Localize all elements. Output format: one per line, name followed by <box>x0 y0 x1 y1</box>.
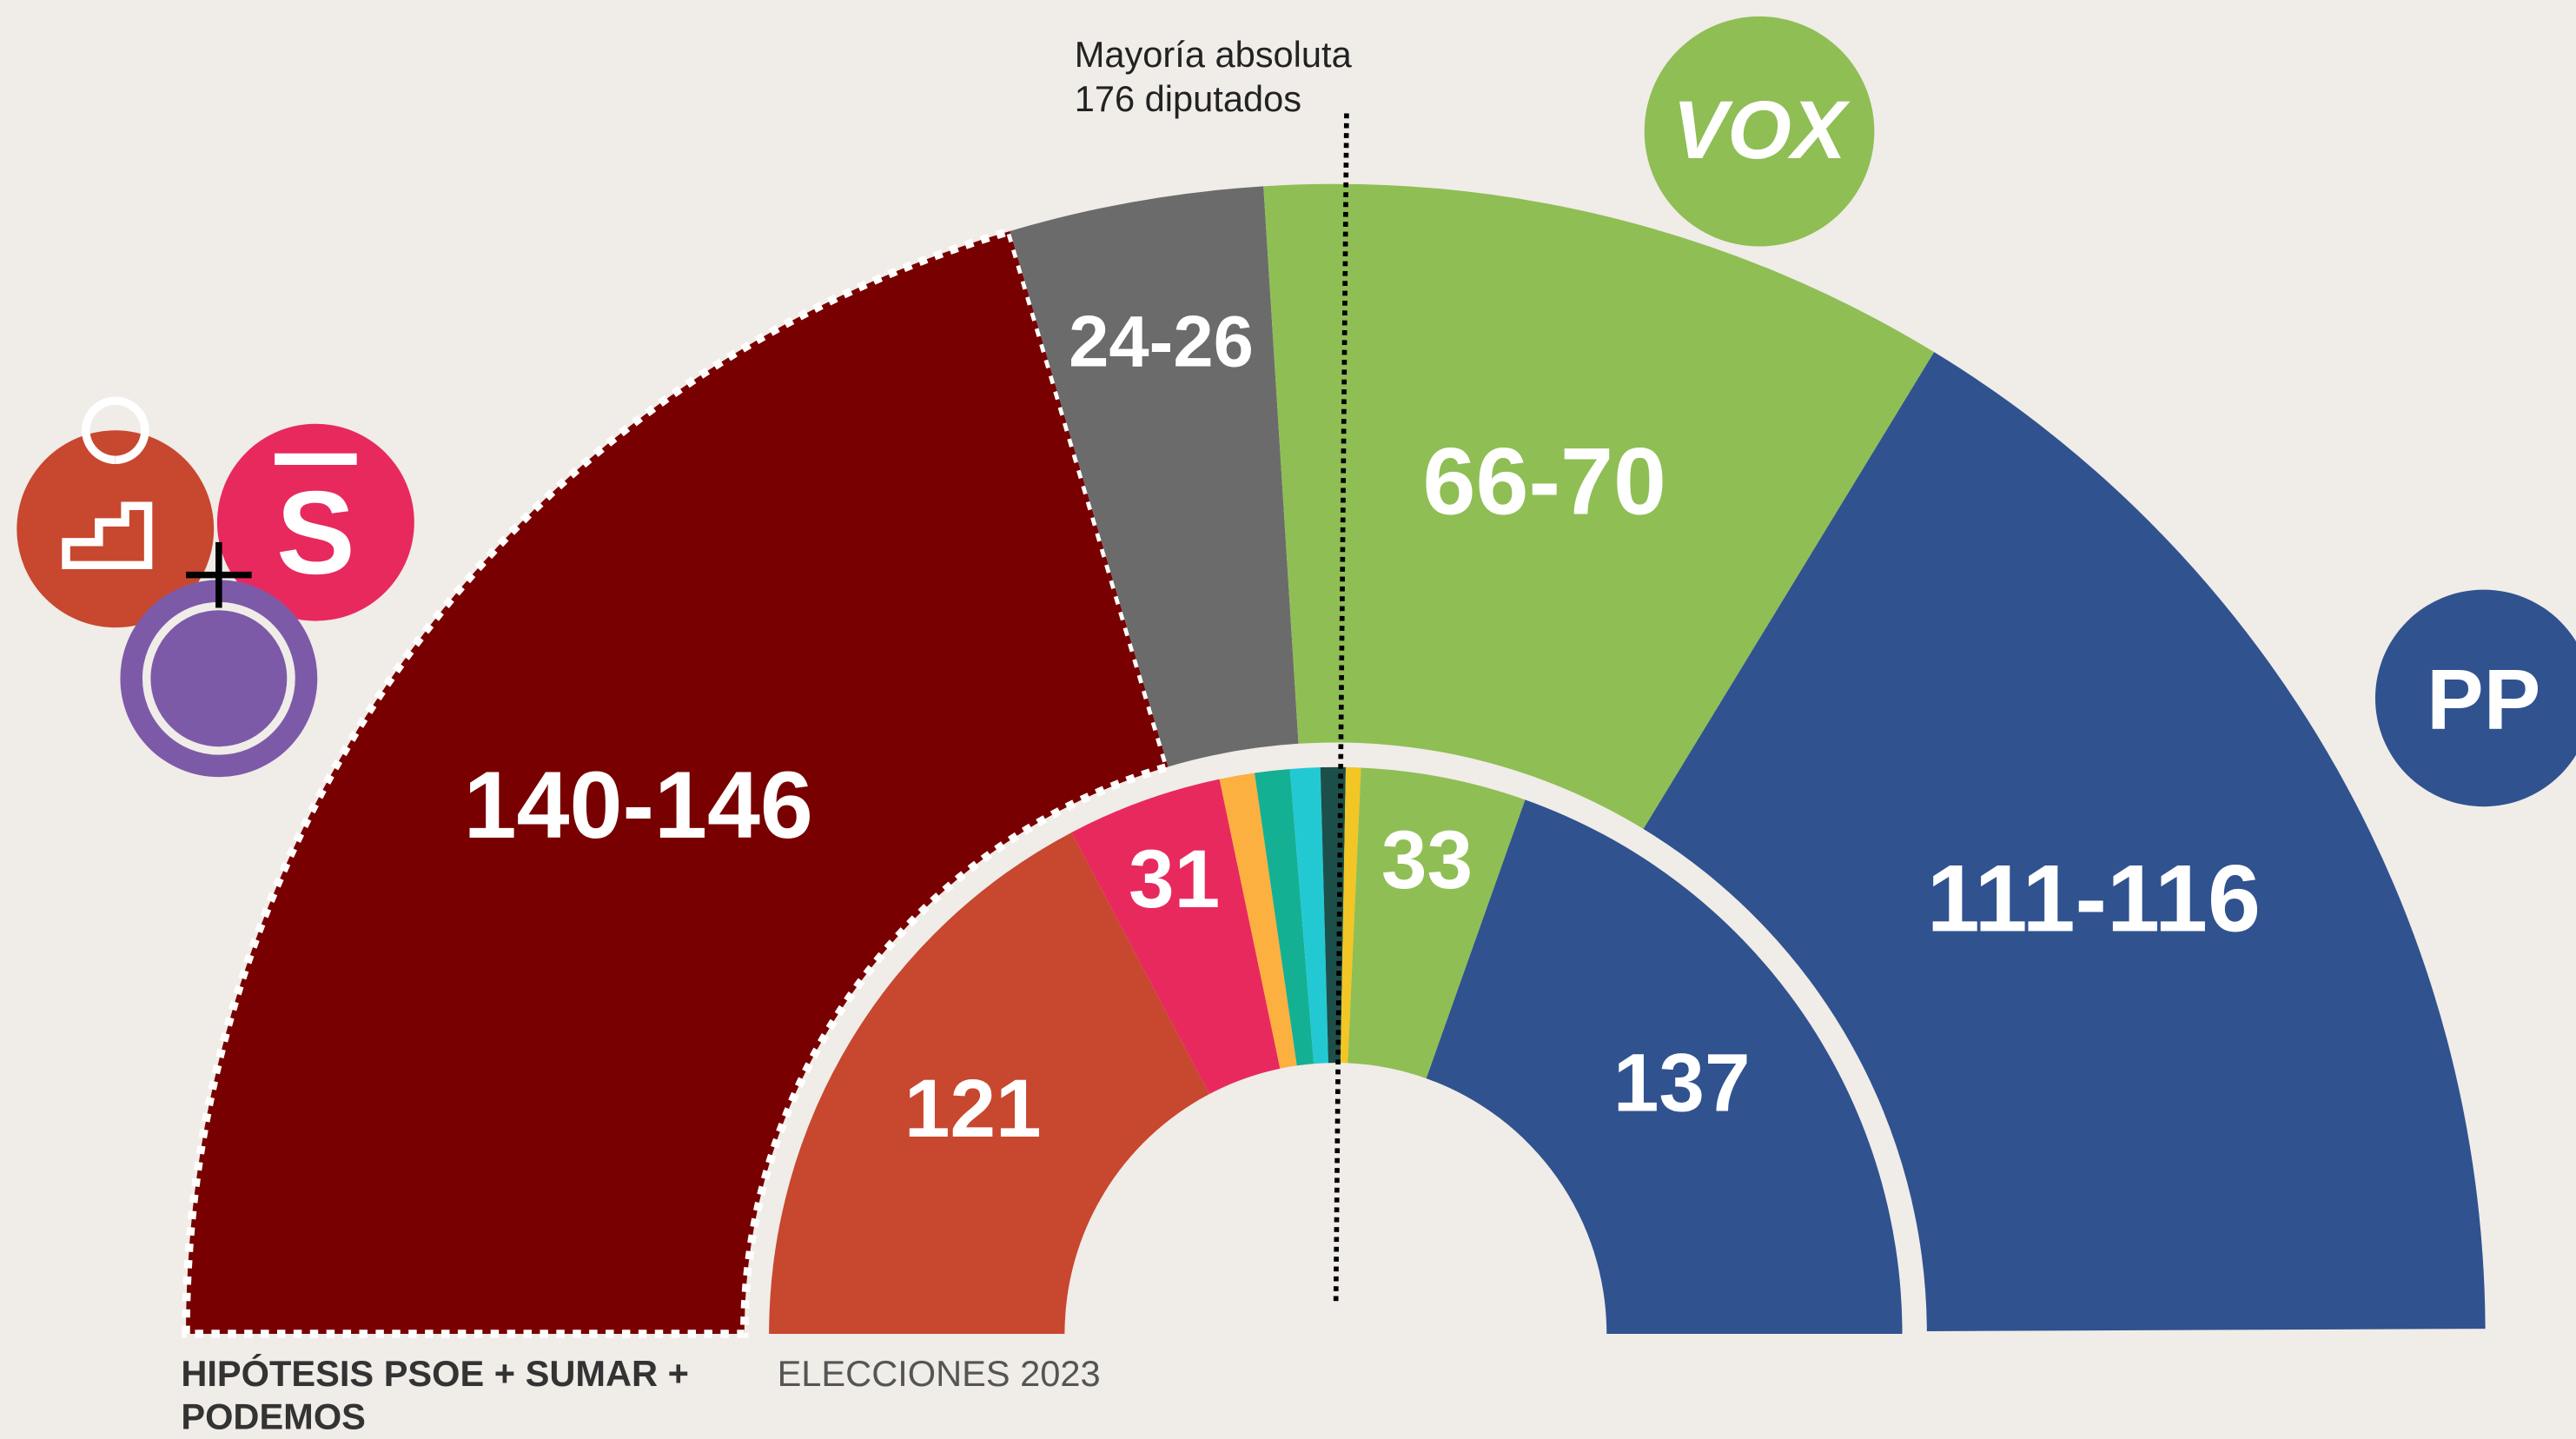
outer-caption: PODEMOS <box>181 1396 366 1436</box>
seat-segment <box>1263 183 1935 829</box>
psoe-logo <box>17 430 215 628</box>
sumar-letter: S <box>276 467 355 599</box>
psoe-rose <box>62 396 153 570</box>
majority-label: Mayoría absoluta <box>1075 34 1353 75</box>
sumar-bar <box>275 453 357 465</box>
seat-segment <box>1071 779 1281 1095</box>
majority-line <box>1333 109 1349 1302</box>
majority-label: 176 diputados <box>1075 78 1301 119</box>
seat-segment <box>1219 773 1297 1069</box>
seat-segment <box>1289 767 1328 1064</box>
seat-segment <box>1010 186 1299 767</box>
pp-logo <box>2374 589 2576 807</box>
plus-sign <box>186 541 252 608</box>
seat-segment <box>1643 352 2486 1331</box>
segment-label: 24-26 <box>1069 301 1254 381</box>
seat-segment <box>1348 767 1526 1079</box>
seat-segment <box>186 230 1169 1335</box>
seat-segment <box>1254 768 1314 1066</box>
segment-label: 31 <box>1129 833 1220 925</box>
vox-text: VOX <box>1672 84 1851 176</box>
segment-label: 111-116 <box>1927 845 2261 952</box>
inner-caption: ELECCIONES 2023 <box>778 1353 1101 1394</box>
rings: 140-146 24-26 66-70 111-116 121 31 33 137 <box>182 109 2486 1338</box>
seat-segment <box>1340 766 1361 1064</box>
segment-label: 140-146 <box>464 753 813 859</box>
seat-segment <box>1320 766 1347 1064</box>
segment-label: 137 <box>1613 1038 1751 1130</box>
seat-segment <box>1426 799 1903 1335</box>
segment-outline <box>182 226 1174 1338</box>
sumar-logo <box>216 423 414 621</box>
outer-caption: HIPÓTESIS PSOE + SUMAR + <box>181 1352 689 1394</box>
vox-logo <box>1644 16 1875 247</box>
segment-label: 66-70 <box>1423 428 1666 534</box>
seat-segment <box>769 832 1209 1335</box>
pp-text: PP <box>2427 652 2540 747</box>
segment-label: 121 <box>904 1063 1042 1155</box>
segment-label: 33 <box>1381 814 1473 906</box>
